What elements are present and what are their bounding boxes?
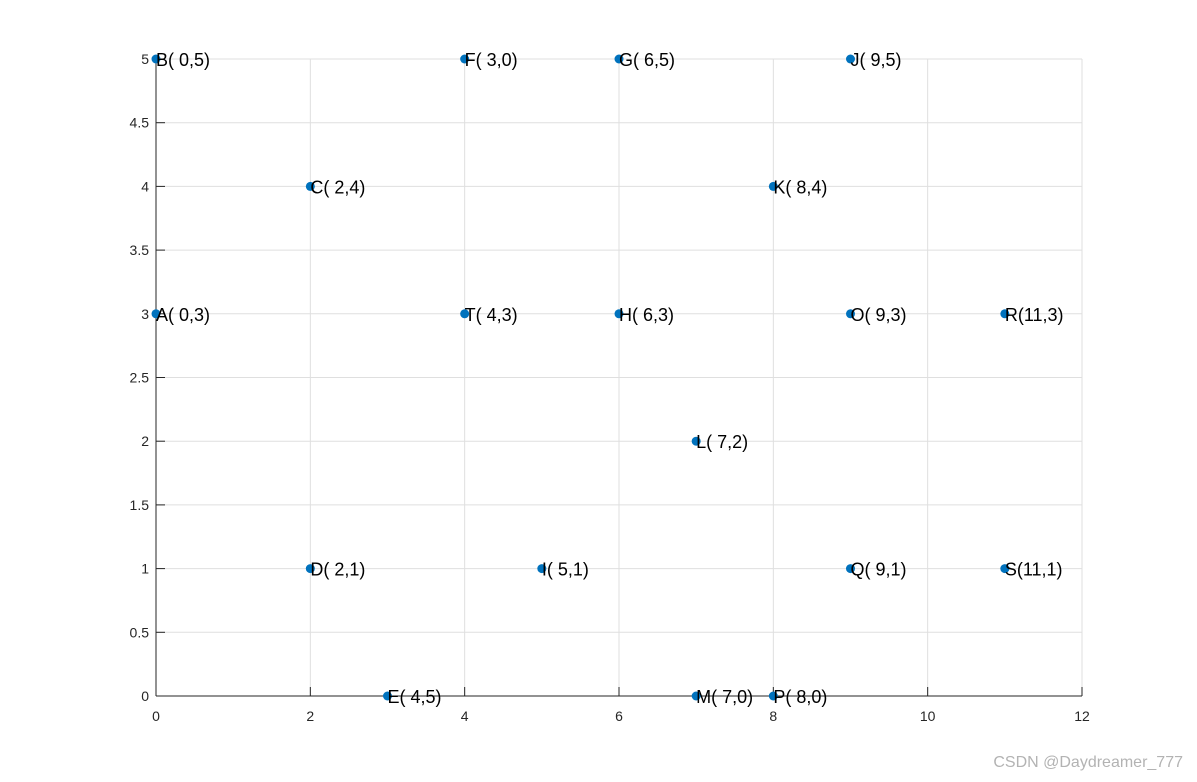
point-label-10: R(11,3) [1005, 305, 1064, 325]
y-tick-label-9: 4.5 [130, 115, 150, 131]
data-point-2: G( 6,5) [614, 50, 675, 70]
point-label-15: S(11,1) [1005, 560, 1063, 580]
x-tick-label-6: 12 [1074, 708, 1090, 724]
point-marker-16 [383, 691, 392, 701]
point-label-14: Q( 9,1) [851, 560, 907, 580]
data-point-10: R(11,3) [1000, 305, 1064, 325]
x-tick-label-2: 4 [461, 708, 469, 724]
point-label-4: C( 2,4) [310, 177, 365, 197]
point-label-18: P( 8,0) [773, 687, 827, 707]
x-tick-label-4: 8 [769, 708, 777, 724]
x-axis-ticks: 0 2 4 6 8 10 12 [152, 687, 1090, 724]
point-label-11: L( 7,2) [696, 432, 748, 452]
point-marker-6 [151, 309, 161, 319]
point-marker-15 [1000, 564, 1010, 574]
point-label-3: J( 9,5) [851, 50, 902, 70]
data-point-4: C( 2,4) [305, 177, 365, 197]
y-tick-label-7: 3.5 [130, 242, 150, 258]
point-label-17: M( 7,0) [696, 687, 753, 707]
data-point-1: F( 3,0) [460, 50, 518, 70]
data-point-15: S(11,1) [1000, 560, 1063, 580]
y-tick-label-8: 4 [141, 178, 149, 194]
point-marker-8 [614, 309, 624, 319]
y-tick-label-4: 2 [141, 433, 149, 449]
point-marker-7 [460, 309, 470, 319]
data-points: B( 0,5) F( 3,0) G( 6,5) J( 9,5) C( 2,4) K( 8,… [151, 50, 1064, 707]
data-point-5: K( 8,4) [768, 177, 827, 197]
data-point-11: L( 7,2) [691, 432, 748, 452]
grid-lines [155, 58, 1083, 697]
point-label-16: E( 4,5) [388, 687, 442, 707]
y-tick-label-10: 5 [141, 51, 149, 67]
data-point-9: O( 9,3) [846, 305, 907, 325]
data-point-12: D( 2,1) [305, 560, 365, 580]
data-point-3: J( 9,5) [846, 50, 902, 70]
point-label-5: K( 8,4) [773, 177, 827, 197]
data-point-8: H( 6,3) [614, 305, 674, 325]
x-tick-label-1: 2 [306, 708, 314, 724]
data-point-18: P( 8,0) [768, 687, 827, 707]
data-point-0: B( 0,5) [151, 50, 210, 70]
point-label-2: G( 6,5) [619, 50, 675, 70]
x-tick-label-3: 6 [615, 708, 623, 724]
point-label-1: F( 3,0) [465, 50, 518, 70]
point-marker-4 [305, 181, 315, 191]
point-marker-18 [768, 691, 778, 701]
point-marker-5 [768, 181, 778, 191]
point-marker-0 [151, 54, 161, 64]
point-marker-14 [846, 564, 855, 574]
point-label-12: D( 2,1) [310, 560, 365, 580]
data-point-13: I( 5,1) [537, 560, 589, 580]
point-marker-2 [614, 54, 624, 64]
point-label-9: O( 9,3) [851, 305, 907, 325]
watermark: CSDN @Daydreamer_777 [993, 754, 1183, 771]
y-tick-label-6: 3 [141, 306, 149, 322]
y-tick-label-3: 1.5 [130, 497, 150, 513]
data-point-16: E( 4,5) [383, 687, 442, 707]
point-label-7: T( 4,3) [465, 305, 518, 325]
point-label-0: B( 0,5) [156, 50, 210, 70]
point-label-8: H( 6,3) [619, 305, 674, 325]
point-label-13: I( 5,1) [542, 560, 589, 580]
x-tick-label-0: 0 [152, 708, 160, 724]
point-marker-12 [305, 564, 315, 574]
y-tick-label-0: 0 [141, 688, 149, 704]
data-point-6: A( 0,3) [151, 305, 210, 325]
point-marker-11 [691, 436, 701, 446]
y-axis-ticks: 0 0.5 1 1.5 2 2.5 3 3.5 4 4.5 5 [130, 51, 165, 704]
data-point-7: T( 4,3) [460, 305, 518, 325]
point-marker-13 [537, 564, 547, 574]
point-marker-3 [846, 54, 855, 64]
point-label-6: A( 0,3) [156, 305, 210, 325]
point-marker-1 [460, 54, 470, 64]
data-point-14: Q( 9,1) [846, 560, 907, 580]
point-marker-17 [691, 691, 701, 701]
y-tick-label-2: 1 [141, 561, 149, 577]
point-marker-10 [1000, 309, 1010, 319]
data-point-17: M( 7,0) [691, 687, 753, 707]
y-tick-label-1: 0.5 [130, 624, 150, 640]
point-marker-9 [846, 309, 855, 319]
x-tick-label-5: 10 [920, 708, 936, 724]
y-tick-label-5: 2.5 [130, 370, 150, 386]
